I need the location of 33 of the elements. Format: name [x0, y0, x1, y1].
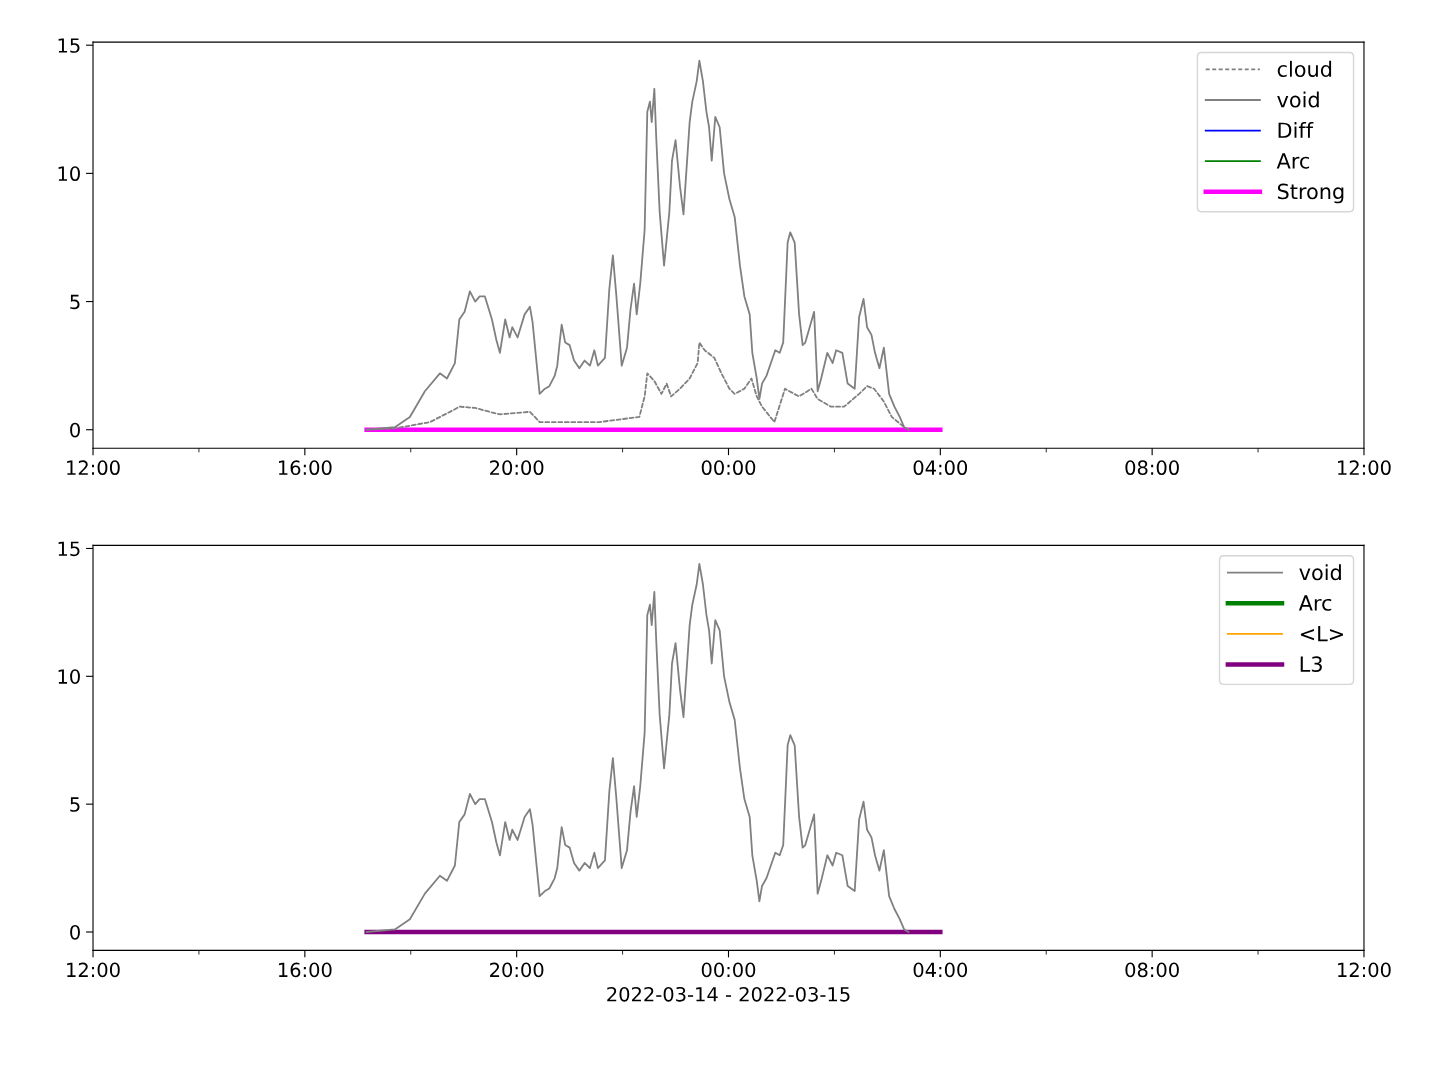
y-tick-label: 5: [70, 797, 80, 812]
x-tick-label: 08:00: [1125, 962, 1179, 978]
x-tick-label: 12:00: [1338, 460, 1391, 476]
x-tick-label: 20:00: [490, 460, 544, 476]
x-tick-label: 00:00: [701, 962, 756, 978]
y-tick-label: 15: [58, 541, 80, 557]
x-tick-label: 20:00: [490, 962, 544, 978]
legend-label: Arc: [1276, 153, 1310, 169]
x-tick-label: 12:00: [67, 962, 120, 978]
x-tick-label: 16:00: [278, 460, 332, 476]
x-tick-label: 08:00: [1125, 460, 1179, 476]
legend-label: L3: [1300, 656, 1322, 673]
x-tick-label: 12:00: [67, 460, 120, 476]
x-tick-label: 04:00: [913, 460, 968, 476]
y-tick-label: 15: [58, 38, 80, 53]
legend-label: <L>: [1300, 625, 1343, 642]
x-tick-label: 16:00: [278, 962, 332, 978]
legend-label: Strong: [1277, 183, 1344, 204]
legend-label: Diff: [1278, 122, 1314, 138]
legend-label: cloud: [1277, 60, 1332, 77]
y-tick-label: 5: [70, 294, 80, 310]
x-tick-label: 04:00: [913, 962, 968, 978]
x-axis-title: 2022-03-14 - 2022-03-15: [607, 986, 850, 1002]
y-tick-label: 0: [70, 924, 80, 940]
y-tick-label: 10: [58, 669, 80, 684]
legend-label: Arc: [1298, 595, 1332, 611]
x-tick-label: 00:00: [701, 460, 756, 476]
y-tick-label: 10: [58, 166, 80, 182]
legend-label: void: [1277, 91, 1319, 108]
x-tick-label: 12:00: [1338, 962, 1391, 978]
legend-label: void: [1299, 564, 1341, 581]
line-series: [365, 562, 910, 933]
y-tick-label: 0: [70, 422, 80, 438]
